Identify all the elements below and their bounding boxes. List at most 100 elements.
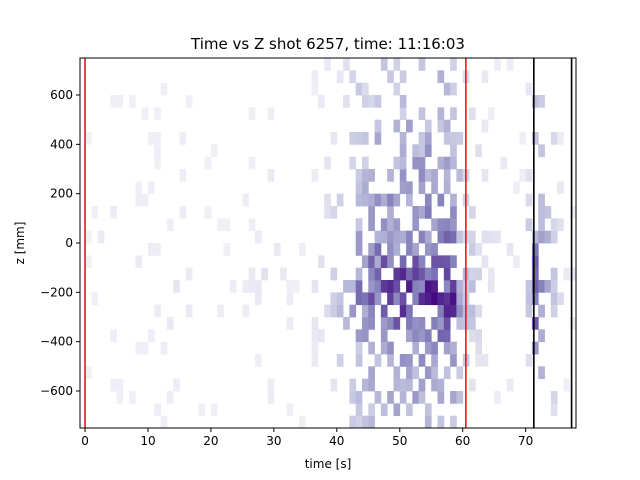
heatmap-cell [129, 95, 136, 108]
heatmap-cell [204, 156, 212, 170]
heatmap-cell [424, 206, 432, 219]
heatmap-cell [173, 378, 180, 392]
heatmap-cell [299, 415, 306, 428]
heatmap-cell [456, 366, 464, 380]
heatmap-cell [154, 132, 161, 145]
heatmap-cell [437, 218, 445, 232]
heatmap-cell [519, 169, 527, 182]
heatmap-cell [154, 156, 161, 170]
heatmap-cell [349, 304, 357, 318]
heatmap-cell [135, 341, 143, 355]
heatmap-cell [450, 132, 457, 145]
heatmap-cell [286, 292, 294, 306]
heatmap-cell [368, 378, 375, 392]
heatmap-cell [154, 304, 161, 318]
heatmap-cell [468, 329, 476, 343]
y-tick-label: −200 [40, 285, 73, 299]
heatmap-cell [361, 169, 369, 182]
heatmap-cell [500, 156, 508, 170]
heatmap-cell [406, 243, 413, 256]
heatmap-cell [538, 230, 545, 244]
heatmap-cell [336, 193, 344, 207]
heatmap-cell [456, 292, 464, 306]
heatmap-cell [393, 119, 401, 133]
heatmap-cell [406, 354, 413, 367]
heatmap-cell [267, 169, 275, 182]
heatmap-cell [443, 292, 451, 306]
heatmap-cell [418, 267, 426, 281]
heatmap-cell [374, 132, 382, 145]
heatmap-cell [525, 280, 533, 293]
heatmap-cell [393, 403, 401, 417]
heatmap-cell [311, 280, 319, 293]
heatmap-cell [538, 329, 545, 343]
heatmap-cell [418, 378, 426, 392]
heatmap-cell [85, 366, 92, 380]
y-tick-label: 600 [50, 88, 73, 102]
heatmap-cell [368, 255, 375, 269]
heatmap-cell [468, 243, 476, 256]
heatmap-cell [141, 341, 149, 355]
heatmap-cell [412, 280, 420, 293]
heatmap-cell [324, 58, 331, 71]
heatmap-cell [248, 107, 256, 121]
heatmap-cell [154, 403, 161, 417]
heatmap-cell [531, 267, 539, 281]
heatmap-cell [531, 132, 539, 145]
heatmap-cell [412, 317, 420, 330]
heatmap-cell [538, 206, 545, 219]
heatmap-cell [544, 206, 552, 219]
heatmap-cell [531, 95, 539, 108]
heatmap-cell [355, 354, 363, 367]
heatmap-cell [468, 107, 476, 121]
heatmap-cell [450, 82, 457, 96]
x-tick-label: 50 [392, 434, 407, 448]
heatmap-cell [204, 206, 212, 219]
heatmap-cell [324, 304, 331, 318]
heatmap-cell [380, 230, 388, 244]
heatmap-cell [116, 391, 124, 404]
heatmap-cell [361, 82, 369, 96]
heatmap-cell [248, 218, 256, 232]
heatmap-cell [450, 156, 457, 170]
heatmap-cell [154, 144, 161, 158]
heatmap-cell [437, 230, 445, 244]
heatmap-cell [418, 280, 426, 293]
heatmap-cell [450, 292, 457, 306]
heatmap-cell [538, 95, 545, 108]
heatmap-cell [538, 304, 545, 318]
heatmap-cell [437, 156, 445, 170]
heatmap-cell [437, 255, 445, 269]
heatmap-cell [223, 243, 231, 256]
heatmap-cell [418, 58, 426, 71]
heatmap-cell [437, 107, 445, 121]
heatmap-cell [519, 132, 527, 145]
heatmap-cell [355, 169, 363, 182]
heatmap-cell [487, 230, 495, 244]
heatmap-cell [387, 341, 394, 355]
heatmap-cell [538, 193, 545, 207]
heatmap-cell [412, 341, 420, 355]
heatmap-cell [443, 280, 451, 293]
heatmap-cell [550, 304, 558, 318]
heatmap-cell [280, 267, 287, 281]
heatmap-cell [361, 132, 369, 145]
heatmap-cell [525, 218, 533, 232]
heatmap-cell [343, 58, 350, 71]
heatmap-cell [355, 329, 363, 343]
heatmap-cell [374, 243, 382, 256]
heatmap-cell [399, 107, 407, 121]
heatmap-cell [475, 144, 482, 158]
heatmap-cell [450, 58, 457, 71]
heatmap-cell [355, 391, 363, 404]
heatmap-cell [399, 378, 407, 392]
heatmap-cell [210, 403, 218, 417]
heatmap-cell [557, 292, 564, 306]
heatmap-cell [330, 292, 338, 306]
heatmap-cell [406, 403, 413, 417]
heatmap-cell [406, 378, 413, 392]
heatmap-cell [387, 354, 394, 367]
heatmap-cell [311, 82, 319, 96]
heatmap-cell [85, 132, 92, 145]
heatmap-cell [443, 82, 451, 96]
